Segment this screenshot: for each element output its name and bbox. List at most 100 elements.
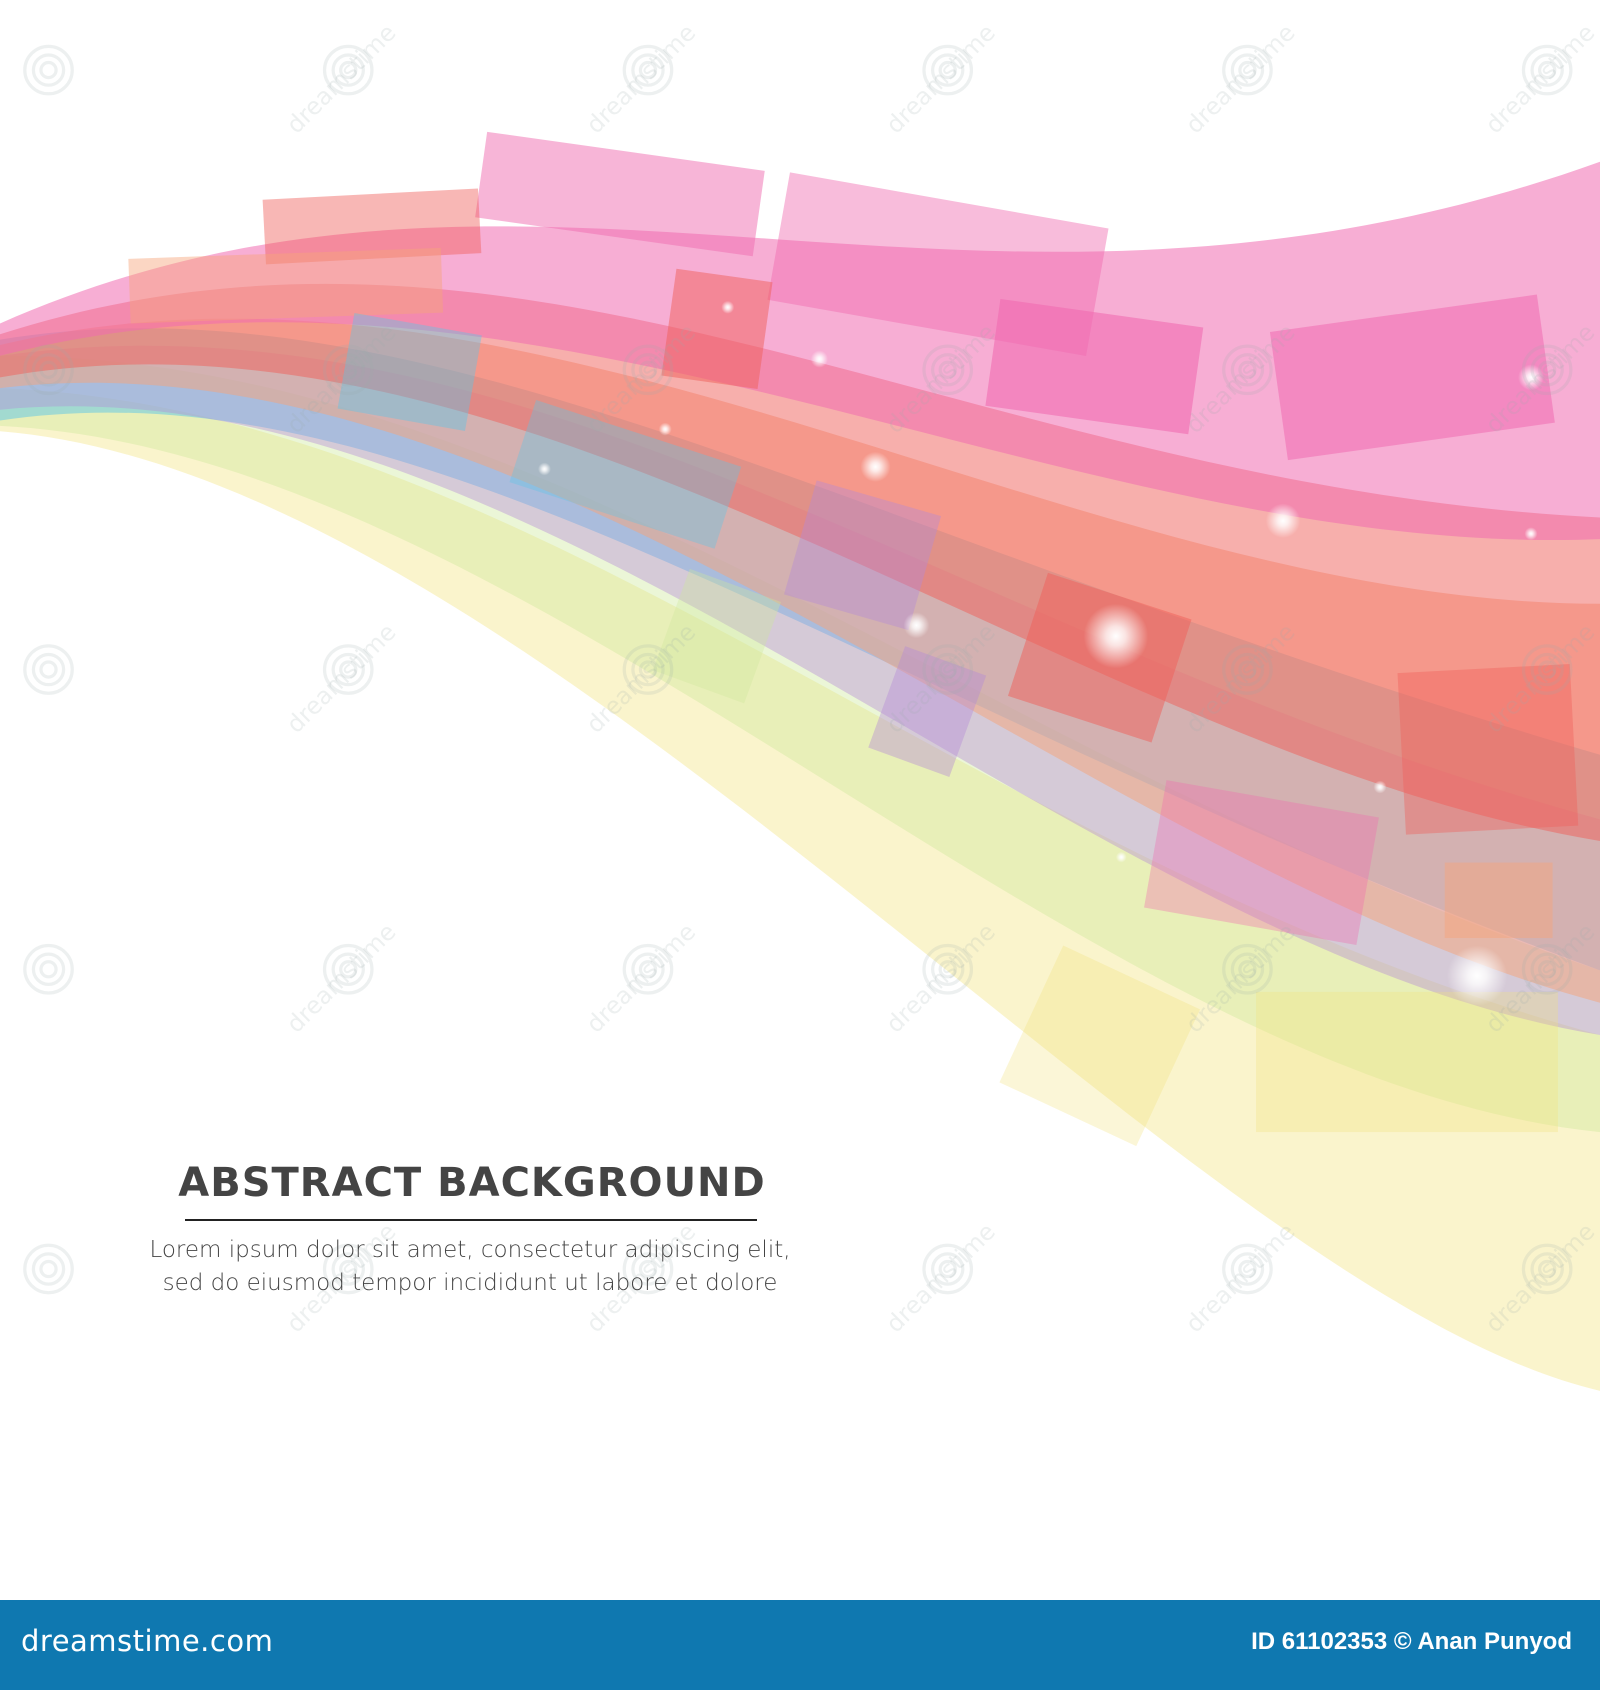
watermark-spiral-icon [1530,652,1564,687]
watermark-spiral-icon [1230,353,1265,387]
watermark-spiral-icon [31,353,66,387]
watermark-spiral-icon [938,60,957,80]
watermark-spiral-icon [1521,644,1573,695]
watermark-spiral-icon [322,344,374,396]
overlay-rect-orange [1444,862,1553,939]
overlay-rect-red [1397,664,1579,835]
watermark-spiral-icon [1230,652,1265,687]
sparkle [721,300,735,314]
watermark-text: dreamstime [281,918,401,1038]
abstract-wave-artwork: dreamstime dreamstime dreamstime dreamstime… [0,19,1600,1391]
watermark-text: dreamstime [581,918,701,1038]
watermark-spiral-icon [922,943,974,995]
watermark-spiral-icon [31,652,66,687]
watermark-spiral-icon [23,943,74,995]
watermark-spiral-icon [31,952,66,986]
image-credit: ID 61102353 © Anan Punyod [1251,1628,1572,1655]
watermark-spiral-icon [339,360,358,379]
overlay-rect-cyan [509,400,742,549]
watermark-spiral-icon [1230,53,1265,87]
watermark-spiral-icon [638,960,658,979]
watermark-spiral-icon [622,44,674,96]
watermark-spiral-icon [930,952,965,986]
watermark-spiral-icon [23,344,74,396]
sparkle [810,350,829,368]
watermark-text: dreamstime [281,618,401,738]
watermark-spiral-icon [638,660,658,679]
watermark-text: dreamstime [1180,19,1300,139]
watermark-spiral-icon [39,1259,58,1279]
watermark-spiral-icon [638,60,658,80]
watermark-text: dreamstime [880,1217,1000,1337]
watermark-spiral-icon [930,652,965,687]
watermark-spiral-icon [1230,952,1265,986]
overlay-rect-pink [1269,294,1555,461]
watermark-spiral-icon [1521,44,1573,96]
watermark-spiral-icon [339,960,358,979]
sparkle [1524,527,1538,541]
sparkle [903,612,930,639]
watermark-spiral-icon [638,360,658,379]
watermark-spiral-icon [622,943,674,995]
watermark-text: dreamstime [1180,1217,1300,1337]
body-line-2: sed do eiusmod tempor incididunt ut labo… [162,1270,778,1296]
sparkle [1446,945,1508,1006]
body-text: Lorem ipsum dolor sit amet, consectetur … [130,1234,810,1300]
watermark-spiral-icon [622,1243,674,1295]
dreamstime-logo: dreamstime.com [21,1624,274,1658]
watermark-spiral-icon [938,360,957,379]
wave-band-red [0,283,1600,841]
watermark-spiral-icon [331,652,365,687]
overlay-rect-green [652,568,782,704]
overlay-rect-yellow [999,945,1201,1147]
footer-bar: dreamstime.com ID 61102353 © Anan Punyod [0,1600,1600,1690]
watermark-spiral-icon [922,1243,974,1295]
wave-band-violet [0,345,1600,1036]
watermark-spiral-icon [631,353,665,387]
watermark-spiral-icon [1530,53,1564,87]
watermark-text: dreamstime [1480,19,1600,139]
watermark-spiral-icon [1521,344,1573,396]
watermark-spiral-icon [1521,1243,1573,1295]
watermark-text: dreamstime [581,19,701,139]
watermark-spiral-icon [1538,1259,1557,1279]
watermark-spiral-icon [322,644,374,695]
watermark-spiral-icon [39,60,58,80]
watermark-spiral-icon [631,652,665,687]
wave-band-pink [0,161,1600,541]
watermark-text: dreamstime [880,19,1000,139]
watermark-spiral-icon [938,960,957,979]
watermark-spiral-icon [1538,960,1557,979]
watermark-spiral-icon [622,644,674,695]
watermark-spiral-icon [1222,344,1273,396]
watermark-spiral-icon [631,1252,665,1286]
overlay-rect-cyan [337,312,482,431]
watermark-spiral-icon [1530,1252,1564,1286]
watermark-spiral-icon [23,44,74,96]
headline: ABSTRACT BACKGROUND [178,1160,766,1206]
watermark-spiral-icon [331,53,365,87]
watermark-spiral-icon [938,660,957,679]
watermark-spiral-icon [1222,44,1273,96]
watermark-spiral-icon [31,1252,66,1286]
watermark-spiral-icon [938,1259,957,1279]
watermark-spiral-icon [1238,960,1257,979]
watermark-spiral-icon [922,344,974,396]
watermark-spiral-icon [1222,1243,1273,1295]
watermark-spiral-icon [631,53,665,87]
watermark-spiral-icon [339,60,358,80]
watermark-spiral-icon [622,344,674,396]
overlay-rect-yellow [1256,991,1558,1133]
headline-divider [185,1219,757,1221]
sparkle [860,451,891,482]
watermark-spiral-icon [1238,1259,1257,1279]
sparkle [1115,851,1127,863]
watermark-spiral-icon [39,660,58,679]
overlay-rect-violet [784,480,942,631]
watermark-spiral-icon [39,360,58,379]
watermark-spiral-icon [1530,952,1564,986]
watermark-spiral-icon [322,1243,374,1295]
watermark-spiral-icon [331,1252,365,1286]
watermark-spiral-icon [930,1252,965,1286]
watermark-spiral-icon [930,53,965,87]
